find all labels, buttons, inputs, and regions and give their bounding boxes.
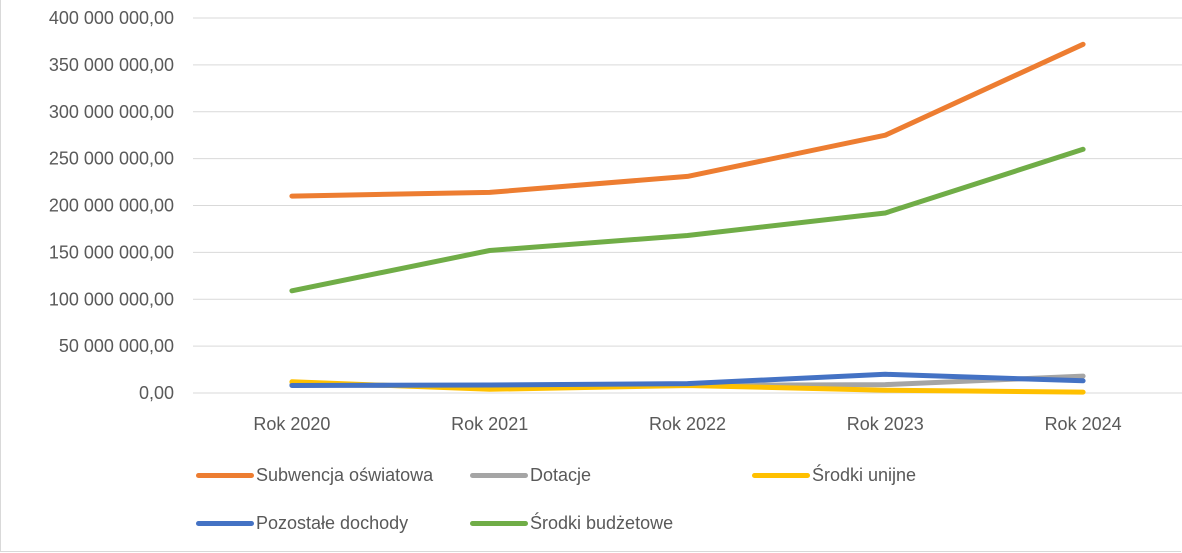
y-tick-label: 250 000 000,00 bbox=[49, 149, 174, 169]
y-tick-label: 350 000 000,00 bbox=[49, 55, 174, 75]
x-tick-label: Rok 2021 bbox=[451, 414, 528, 434]
y-tick-label: 0,00 bbox=[139, 383, 174, 403]
y-tick-label: 150 000 000,00 bbox=[49, 242, 174, 262]
x-axis-tick-labels: Rok 2020 Rok 2021 Rok 2022 Rok 2023 Rok 2024 bbox=[253, 414, 1121, 434]
y-axis-tick-labels: 0,00 50 000 000,00 100 000 000,00 150 000 0… bbox=[49, 8, 174, 403]
series-line-0 bbox=[289, 41, 1086, 199]
y-tick-label: 300 000 000,00 bbox=[49, 102, 174, 122]
x-tick-label: Rok 2020 bbox=[253, 414, 330, 434]
x-tick-label: Rok 2024 bbox=[1045, 414, 1122, 434]
series-line-3 bbox=[289, 371, 1086, 388]
x-tick-label: Rok 2022 bbox=[649, 414, 726, 434]
series-lines bbox=[289, 41, 1086, 395]
y-tick-label: 50 000 000,00 bbox=[59, 336, 174, 356]
grid-lines bbox=[193, 17, 1182, 394]
series-line-4 bbox=[289, 146, 1086, 294]
y-tick-label: 100 000 000,00 bbox=[49, 289, 174, 309]
y-tick-label: 200 000 000,00 bbox=[49, 196, 174, 216]
y-tick-label: 400 000 000,00 bbox=[49, 8, 174, 28]
x-tick-label: Rok 2023 bbox=[847, 414, 924, 434]
